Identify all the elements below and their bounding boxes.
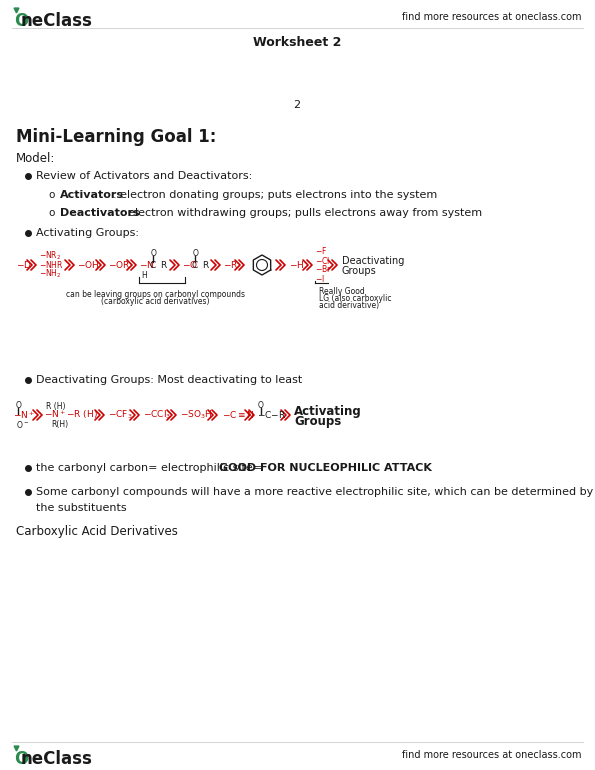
Text: O$^-$: O$^-$ [16,419,29,430]
Text: Carboxylic Acid Derivatives: Carboxylic Acid Derivatives [16,525,178,538]
Text: the carbonyl carbon= electrophilic site=: the carbonyl carbon= electrophilic site= [36,463,265,473]
Text: O: O [14,750,28,768]
Text: R: R [160,260,166,269]
Text: O: O [193,249,199,259]
Text: neClass: neClass [21,750,93,768]
Text: C: C [192,260,198,269]
Text: $-$C$-$R: $-$C$-$R [257,410,286,420]
Text: Worksheet 2: Worksheet 2 [253,36,341,49]
Text: Some carbonyl compounds will have a more reactive electrophilic site, which can : Some carbonyl compounds will have a more… [36,487,595,497]
Text: Model:: Model: [16,152,55,165]
Text: $-$N: $-$N [139,259,154,270]
Text: : electron withdrawing groups; pulls electrons away from system: : electron withdrawing groups; pulls ele… [121,208,482,218]
Text: Activating Groups:: Activating Groups: [36,228,139,238]
Text: find more resources at oneclass.com: find more resources at oneclass.com [402,12,582,22]
Text: LG (also carboxylic: LG (also carboxylic [319,294,392,303]
Text: $-$C$\equiv$N: $-$C$\equiv$N [222,410,255,420]
Text: Activators: Activators [60,190,124,200]
Text: Deactivating: Deactivating [342,256,405,266]
Text: $-$N$^+$: $-$N$^+$ [13,409,35,421]
Text: the substituents: the substituents [36,503,127,513]
Text: $-$Cl: $-$Cl [315,255,330,266]
Text: R: R [202,260,208,269]
Text: Groups: Groups [294,414,342,427]
Text: H: H [141,270,147,280]
Text: $-$NHR: $-$NHR [39,259,64,270]
Text: Really Good: Really Good [319,287,365,296]
Text: 2: 2 [293,100,300,110]
Text: O: O [151,249,157,259]
Text: $-$R: $-$R [223,259,239,270]
Text: $-$N$^+$$-$R (H): $-$N$^+$$-$R (H) [44,409,98,421]
Text: $-$O: $-$O [182,259,198,270]
Text: R(H): R(H) [51,420,68,428]
Text: neClass: neClass [21,12,93,30]
Text: GOOD FOR NUCLEOPHILIC ATTACK: GOOD FOR NUCLEOPHILIC ATTACK [219,463,432,473]
Text: Deactivators: Deactivators [60,208,140,218]
Text: $-$I: $-$I [315,273,325,283]
Text: $-$Br: $-$Br [315,263,332,274]
Text: $-$CCl$_3$: $-$CCl$_3$ [143,409,171,421]
Text: can be leaving groups on carbonyl compounds: can be leaving groups on carbonyl compou… [65,290,245,299]
Text: acid derivative): acid derivative) [319,301,379,310]
Text: R (H): R (H) [46,401,65,410]
Text: $-$NH$_2$: $-$NH$_2$ [39,268,61,280]
Text: Review of Activators and Deactivators:: Review of Activators and Deactivators: [36,171,252,181]
Text: $-$F: $-$F [315,246,327,256]
Text: : electron donating groups; puts electrons into the system: : electron donating groups; puts electro… [113,190,437,200]
Text: o: o [48,208,54,218]
Text: Groups: Groups [342,266,377,276]
Text: $-$CF$_3$: $-$CF$_3$ [108,409,133,421]
Text: $-$D: $-$D [16,259,32,270]
Text: O: O [16,401,22,410]
Text: $-$H: $-$H [289,259,305,270]
Text: $-$OR: $-$OR [108,259,131,270]
Text: Mini-Learning Goal 1:: Mini-Learning Goal 1: [16,128,217,146]
Text: $-$OH: $-$OH [77,259,99,270]
Text: C: C [150,260,156,269]
Text: (carboxylic acid derivatives): (carboxylic acid derivatives) [101,297,209,306]
Text: $-$NR$_2$: $-$NR$_2$ [39,249,61,263]
Text: find more resources at oneclass.com: find more resources at oneclass.com [402,750,582,760]
Text: Deactivating Groups: Most deactivating to least: Deactivating Groups: Most deactivating t… [36,375,302,385]
Text: o: o [48,190,54,200]
Text: O: O [258,401,264,410]
Text: $-$SO$_3$H: $-$SO$_3$H [180,409,212,421]
Text: O: O [14,12,28,30]
Text: Activating: Activating [294,404,362,417]
